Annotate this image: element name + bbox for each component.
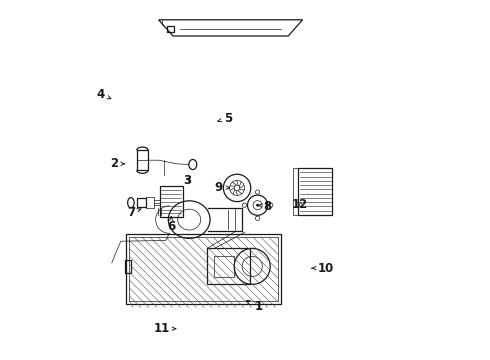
Bar: [207, 248, 250, 284]
Bar: [126, 234, 281, 304]
Bar: [293, 168, 298, 215]
Bar: [137, 198, 146, 207]
Bar: [160, 186, 183, 217]
Text: 3: 3: [183, 174, 192, 186]
Text: 10: 10: [312, 262, 334, 275]
Text: 4: 4: [97, 88, 111, 101]
Text: 11: 11: [153, 322, 175, 335]
Bar: [298, 168, 332, 215]
Text: 5: 5: [218, 112, 232, 125]
Text: 9: 9: [215, 181, 229, 194]
Bar: [129, 237, 278, 301]
Text: 12: 12: [292, 198, 308, 211]
Text: 1: 1: [246, 300, 262, 313]
Bar: [215, 256, 234, 277]
Bar: [167, 26, 174, 32]
Text: 6: 6: [167, 217, 175, 233]
Bar: [137, 150, 148, 170]
Text: 8: 8: [258, 200, 272, 213]
Text: 2: 2: [110, 157, 124, 170]
Bar: [146, 197, 154, 208]
Text: 7: 7: [127, 206, 141, 219]
Circle shape: [256, 204, 259, 207]
Bar: [125, 260, 131, 273]
